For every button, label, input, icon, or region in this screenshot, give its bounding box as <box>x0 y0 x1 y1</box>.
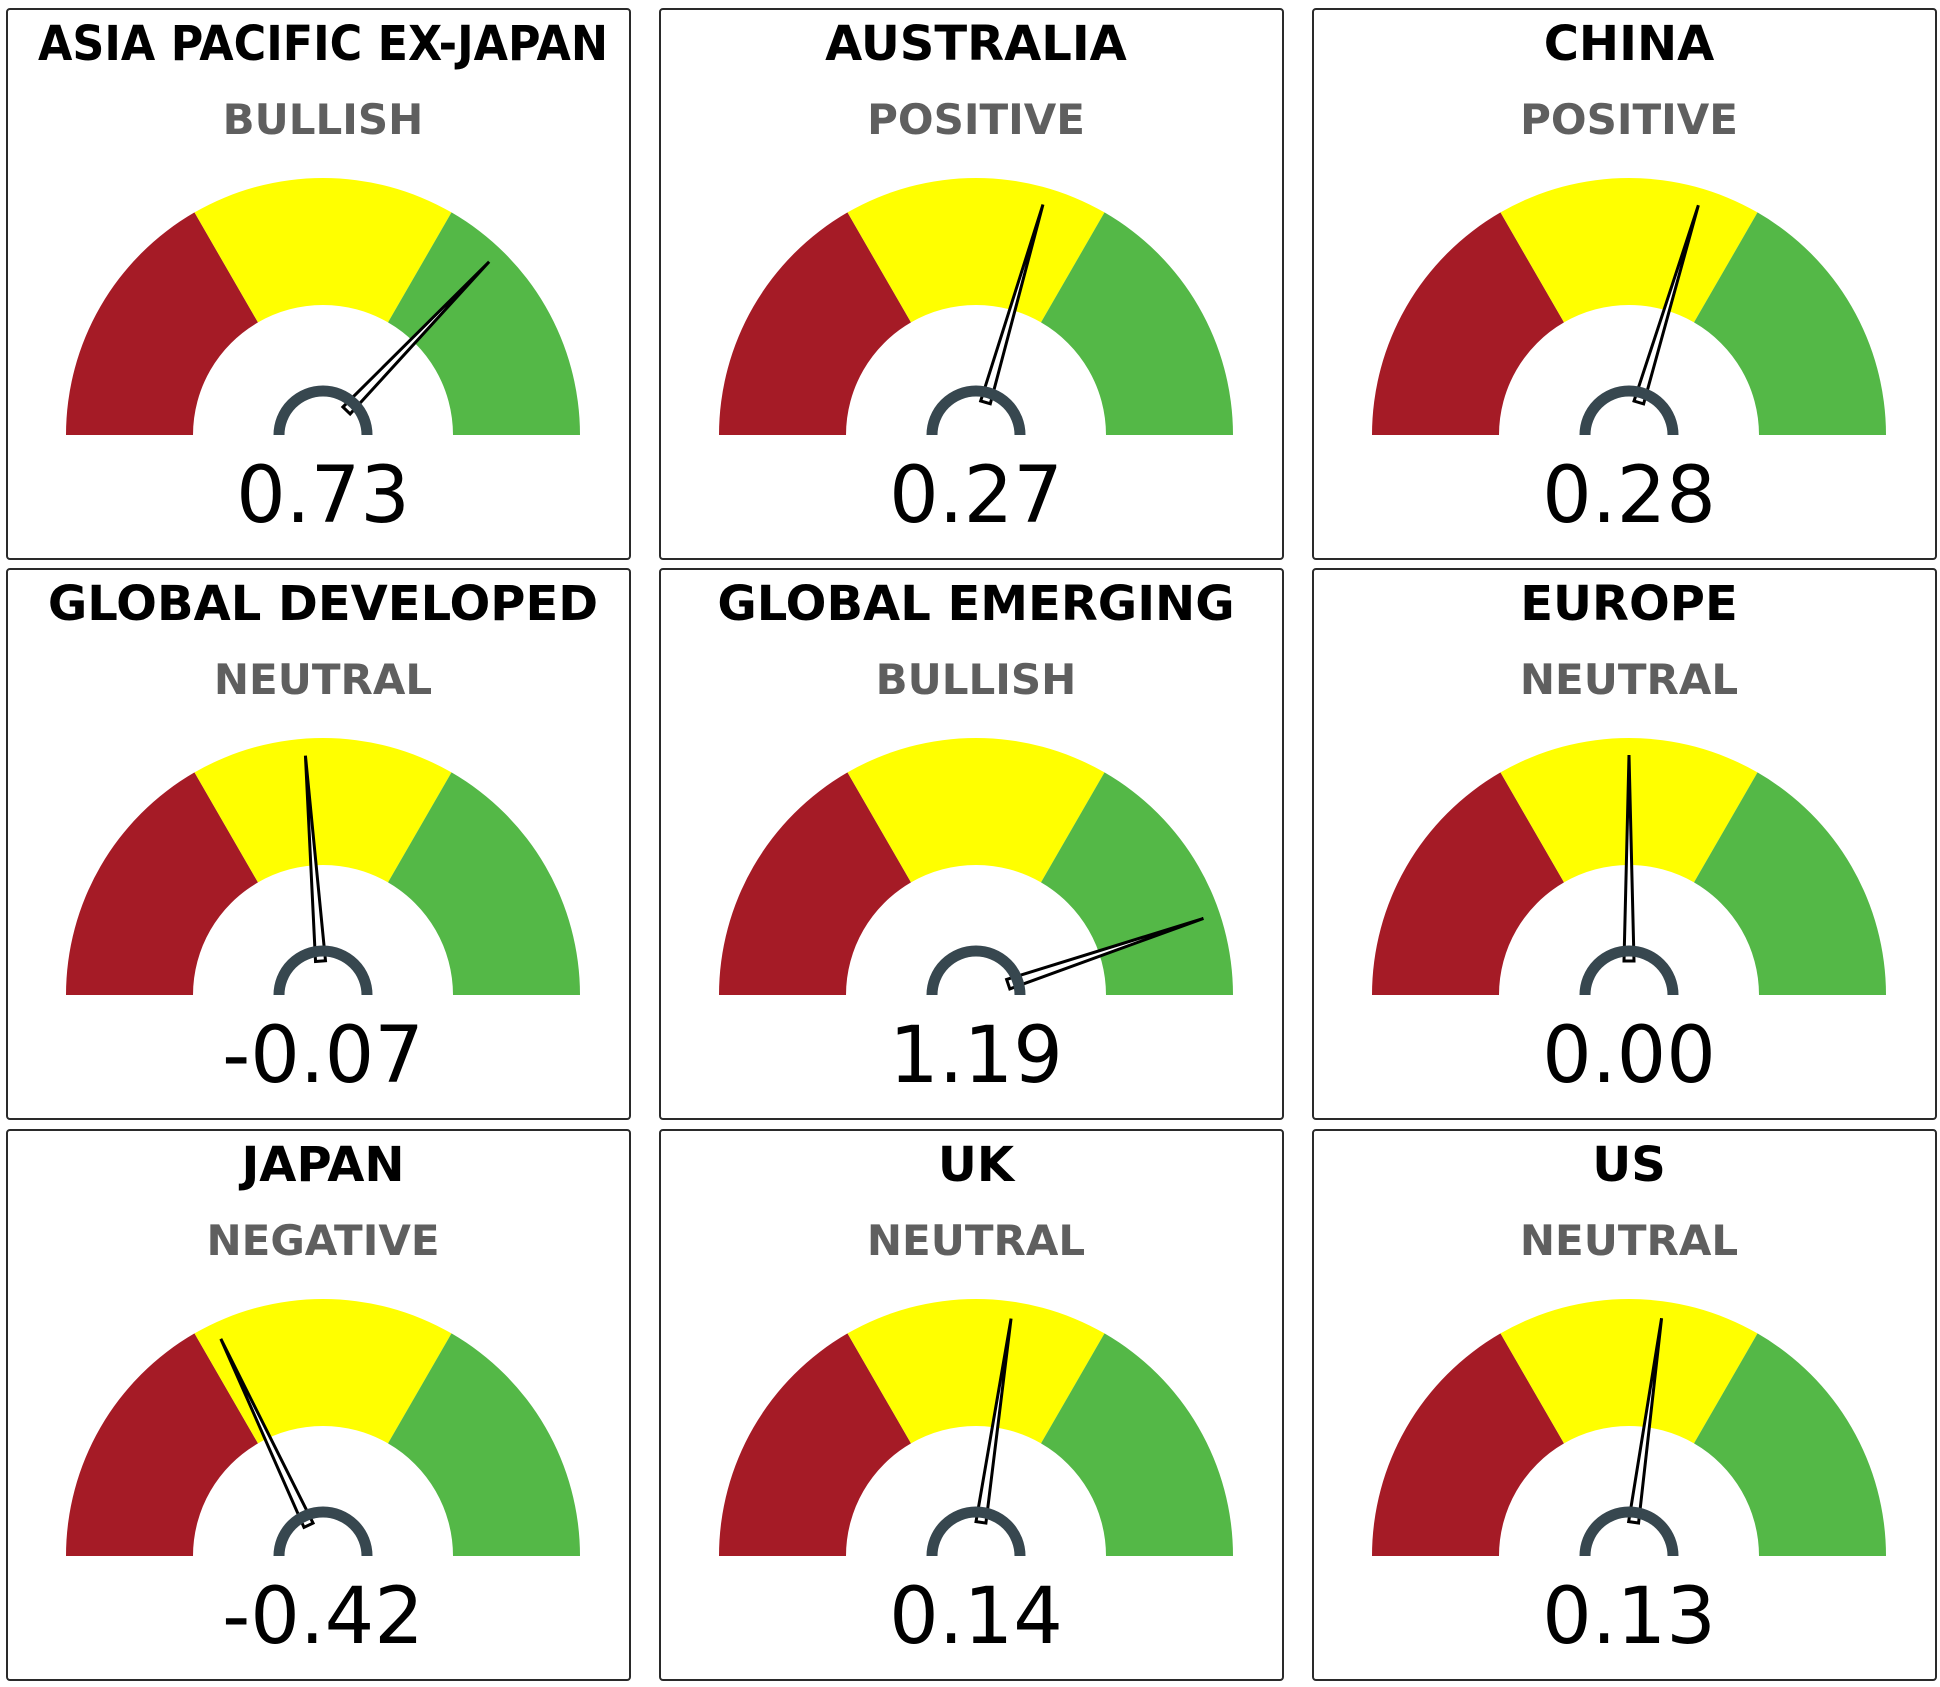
gauge-hub <box>926 945 1026 996</box>
gauge-band-negative <box>719 772 911 995</box>
gauge-svg: US NEUTRAL 0.13 <box>1372 1137 1886 1662</box>
gauge-band-neutral <box>847 1299 1105 1444</box>
gauge-title: JAPAN <box>238 1137 404 1193</box>
gauge-hub <box>273 945 373 996</box>
gauge-band-neutral <box>847 738 1105 883</box>
gauge-needle <box>974 1318 1013 1525</box>
gauge-hub <box>926 1506 1026 1557</box>
gauge-sentiment: BULLISH <box>223 95 424 144</box>
gauge-band-neutral <box>194 177 452 323</box>
gauge-value-label: -0.42 <box>222 1572 424 1662</box>
gauge-svg: GLOBAL DEVELOPED NEUTRAL -0.07 <box>48 576 598 1101</box>
gauge-svg: AUSTRALIA POSITIVE 0.27 <box>719 16 1233 541</box>
gauge-bands <box>1372 177 1886 435</box>
gauge-sentiment: NEUTRAL <box>214 655 432 704</box>
gauge-title: GLOBAL EMERGING <box>717 576 1234 632</box>
gauge-needle <box>1004 917 1204 991</box>
gauge-needle <box>219 1338 316 1530</box>
gauge-sentiment: POSITIVE <box>867 95 1085 144</box>
gauge-bands <box>66 177 580 435</box>
gauge-value-label: 0.73 <box>236 451 410 541</box>
gauge-title: AUSTRALIA <box>825 16 1127 72</box>
gauge-hub <box>1579 1506 1679 1557</box>
gauge-sentiment: NEGATIVE <box>206 1216 439 1265</box>
gauge-needle <box>1632 204 1700 406</box>
gauge-band-positive <box>388 772 580 995</box>
gauge-band-negative <box>1372 1333 1564 1556</box>
gauge-band-negative <box>66 772 258 995</box>
gauge-svg: GLOBAL EMERGING BULLISH 1.19 <box>717 576 1234 1101</box>
gauge-svg: JAPAN NEGATIVE -0.42 <box>66 1137 580 1662</box>
gauge-card: EUROPE NEUTRAL 0.00 <box>1312 568 1937 1120</box>
gauge-bands <box>719 177 1233 435</box>
gauge-sentiment: BULLISH <box>876 655 1077 704</box>
gauge-band-positive <box>1694 1333 1886 1556</box>
gauge-card: US NEUTRAL 0.13 <box>1312 1129 1937 1681</box>
gauge-band-neutral <box>194 738 452 883</box>
gauge-sentiment: NEUTRAL <box>1520 655 1738 704</box>
gauge-bands <box>719 1299 1233 1556</box>
gauge-sentiment: NEUTRAL <box>867 1216 1085 1265</box>
gauge-band-positive <box>1041 212 1233 435</box>
gauge-band-positive <box>388 1333 580 1556</box>
gauge-band-positive <box>1694 772 1886 995</box>
gauge-value-label: 0.28 <box>1542 451 1716 541</box>
gauge-title: US <box>1592 1137 1666 1193</box>
gauge-hub <box>273 1506 373 1557</box>
gauge-card: UK NEUTRAL 0.14 <box>659 1129 1284 1681</box>
gauge-title: GLOBAL DEVELOPED <box>48 576 598 632</box>
gauge-bands <box>719 738 1233 995</box>
gauge-card: AUSTRALIA POSITIVE 0.27 <box>659 8 1284 560</box>
gauge-card: JAPAN NEGATIVE -0.42 <box>6 1129 631 1681</box>
gauge-value-label: 1.19 <box>889 1011 1063 1101</box>
gauge-svg: UK NEUTRAL 0.14 <box>719 1137 1233 1662</box>
gauge-band-positive <box>1694 212 1886 435</box>
gauge-needle <box>1626 1317 1664 1525</box>
gauge-sentiment: POSITIVE <box>1520 95 1738 144</box>
gauge-band-positive <box>388 212 580 435</box>
gauge-bands <box>66 738 580 995</box>
gauge-card: CHINA POSITIVE 0.28 <box>1312 8 1937 560</box>
gauge-band-negative <box>719 1333 911 1556</box>
gauge-card: GLOBAL DEVELOPED NEUTRAL -0.07 <box>6 568 631 1120</box>
gauge-band-neutral <box>1500 177 1758 323</box>
gauge-band-negative <box>1372 772 1564 995</box>
gauge-value-label: -0.07 <box>222 1011 424 1101</box>
gauge-hub <box>926 385 1026 436</box>
gauge-needle <box>340 260 491 417</box>
gauge-band-negative <box>1372 212 1564 435</box>
gauge-card: GLOBAL EMERGING BULLISH 1.19 <box>659 568 1284 1120</box>
gauge-title: CHINA <box>1544 16 1715 72</box>
gauge-bands <box>66 1299 580 1556</box>
gauge-svg: EUROPE NEUTRAL 0.00 <box>1372 576 1886 1101</box>
gauge-value-label: 0.27 <box>889 451 1063 541</box>
gauge-band-negative <box>66 1333 258 1556</box>
gauge-bands <box>1372 1299 1886 1556</box>
gauge-band-positive <box>1041 772 1233 995</box>
gauge-value-label: 0.00 <box>1542 1011 1716 1101</box>
gauge-value-label: 0.13 <box>1542 1572 1716 1662</box>
gauge-needle <box>978 204 1045 406</box>
gauge-svg: CHINA POSITIVE 0.28 <box>1372 16 1886 541</box>
gauge-band-neutral <box>1500 1299 1758 1444</box>
gauge-hub <box>1579 945 1679 996</box>
gauge-title: ASIA PACIFIC EX-JAPAN <box>38 16 608 72</box>
gauge-needle <box>1622 754 1636 963</box>
gauge-title: UK <box>938 1137 1016 1193</box>
gauge-band-positive <box>1041 1333 1233 1556</box>
gauge-value-label: 0.14 <box>889 1572 1063 1662</box>
gauge-band-negative <box>719 212 911 435</box>
gauge-card: ASIA PACIFIC EX-JAPAN BULLISH 0.73 <box>6 8 631 560</box>
gauge-title: EUROPE <box>1520 576 1738 632</box>
gauge-hub <box>273 385 373 436</box>
gauge-band-negative <box>66 212 258 435</box>
gauge-svg: ASIA PACIFIC EX-JAPAN BULLISH 0.73 <box>38 16 608 541</box>
gauge-hub <box>1579 385 1679 436</box>
gauge-sentiment: NEUTRAL <box>1520 1216 1738 1265</box>
gauge-needle <box>303 755 328 964</box>
gauge-band-neutral <box>194 1299 452 1444</box>
